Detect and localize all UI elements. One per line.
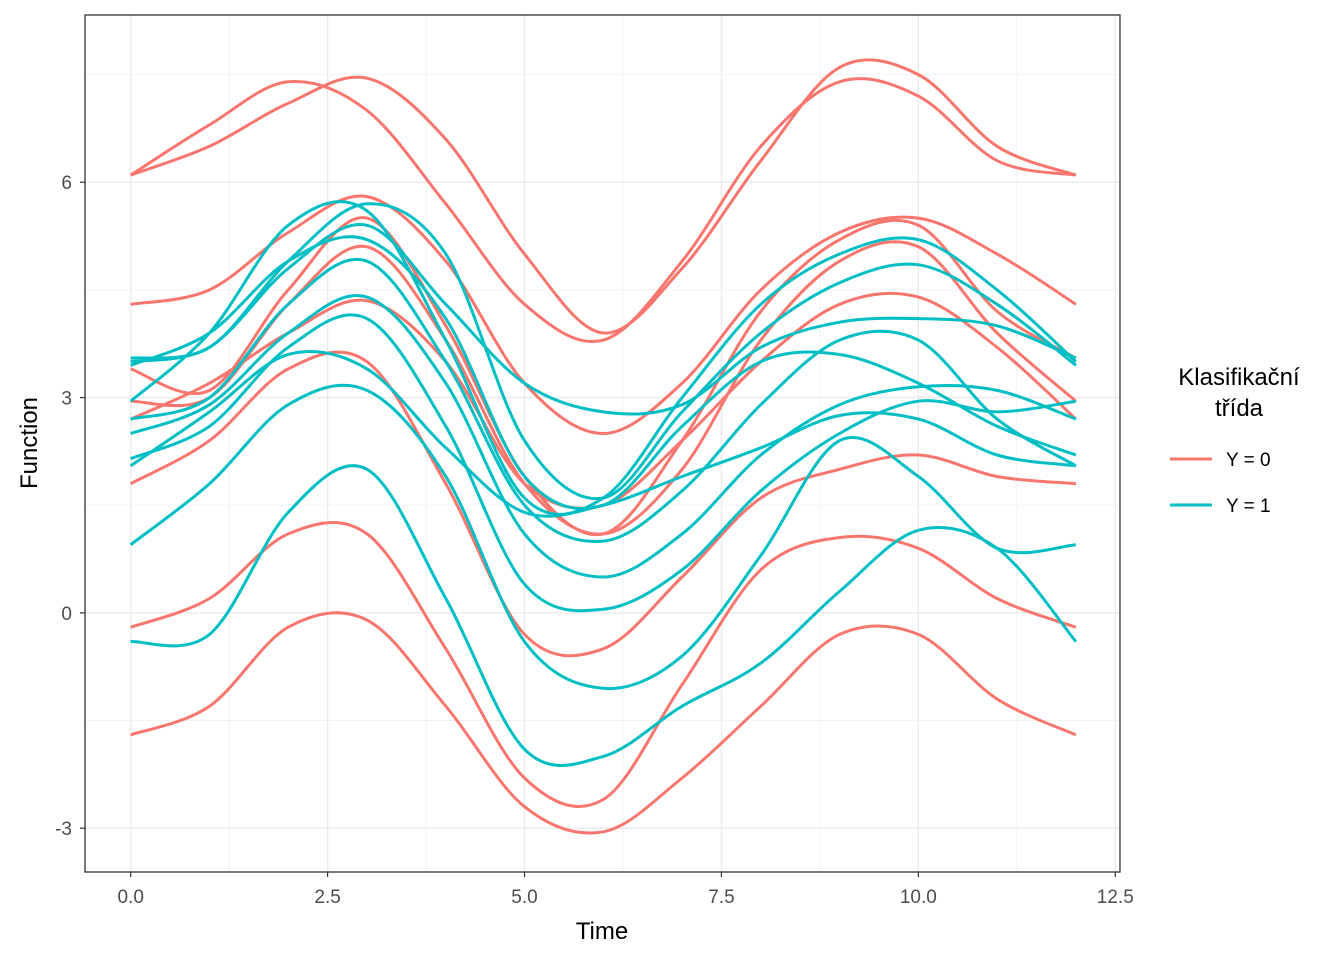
x-tick-label: 0.0: [117, 887, 143, 908]
y-tick-label: 3: [61, 389, 72, 410]
series-line-y0-0: [130, 58, 1077, 335]
series-line-y0-3: [130, 216, 1077, 537]
series-line-y0-6: [129, 350, 1077, 658]
series-line-y0-8: [130, 611, 1077, 835]
x-tick-label: 12.5: [1097, 887, 1134, 908]
y-tick-label: 0: [61, 604, 72, 625]
series-line-y1-9: [129, 200, 1077, 516]
legend-label-y1: Y = 1: [1226, 496, 1271, 517]
x-tick-label: 7.5: [708, 887, 734, 908]
series-line-y1-11: [130, 223, 1077, 416]
y-axis-title: Function: [16, 397, 43, 489]
y-tick-label: 6: [61, 173, 72, 194]
legend-title-line-2: třída: [1215, 395, 1264, 422]
x-tick-label: 10.0: [900, 887, 937, 908]
series-line-y1-13: [130, 258, 1077, 543]
series-line-y0-1: [129, 77, 1077, 343]
series-line-y1-15: [130, 313, 1077, 613]
series-line-y1-18: [130, 464, 1078, 767]
y-axis: -3 0 3 6: [55, 173, 85, 840]
series-line-y1-17: [129, 383, 1077, 691]
legend-label-y0: Y = 0: [1226, 450, 1271, 471]
series-lines: [129, 58, 1078, 835]
x-axis: 0.0 2.5 5.0 7.5 10.0 12.5: [117, 872, 1134, 908]
series-line-y0-7: [130, 521, 1077, 808]
x-tick-label: 2.5: [314, 887, 340, 908]
panel-border: [84, 14, 1121, 873]
series-line-y1-16: [129, 349, 1077, 518]
x-axis-title: Time: [576, 918, 628, 945]
legend: Klasifikační třída Y = 0 Y = 1: [1170, 364, 1300, 517]
grid: [85, 15, 1120, 872]
x-tick-label: 5.0: [511, 887, 537, 908]
series-line-y0-2: [130, 194, 1077, 435]
series-line-y1-14: [130, 294, 1077, 579]
y-tick-label: -3: [55, 819, 72, 840]
legend-title-line-1: Klasifikační: [1178, 364, 1300, 391]
